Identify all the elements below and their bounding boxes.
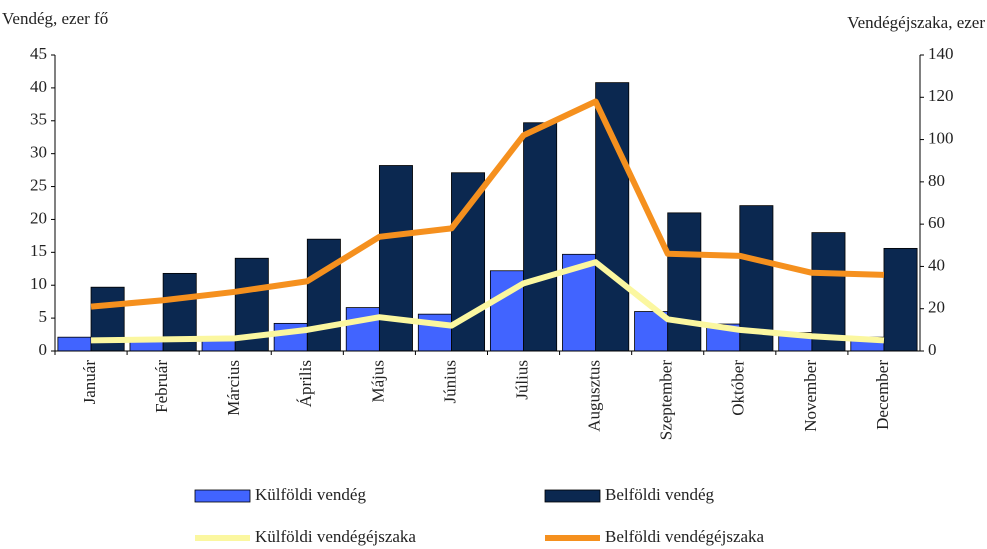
bar	[345, 307, 380, 352]
y-tick-label: 15	[30, 241, 47, 260]
bar	[667, 212, 702, 352]
x-tick-label: Július	[512, 360, 531, 400]
y-tick-label: 5	[39, 307, 48, 326]
x-tick-label: Április	[296, 360, 315, 407]
bar	[595, 82, 630, 352]
y2-tick-label: 40	[928, 255, 945, 274]
bar	[306, 238, 341, 352]
line	[90, 259, 885, 344]
legend-label: Belföldi vendégéjszaka	[605, 527, 765, 546]
x-tick-label: Január	[80, 360, 99, 405]
y-tick-label: 25	[30, 175, 47, 194]
bar	[811, 232, 846, 352]
y2-tick-label: 20	[928, 298, 945, 317]
legend-swatch	[544, 489, 601, 503]
line	[90, 98, 885, 310]
bar	[739, 205, 774, 352]
x-tick-label: Február	[152, 360, 171, 413]
y-tick-label: 40	[30, 77, 47, 96]
y-tick-label: 30	[30, 143, 47, 162]
bar	[883, 247, 918, 352]
y-axis-label: Vendég, ezer fő	[2, 9, 108, 28]
bar	[523, 122, 558, 352]
legend-label: Belföldi vendég	[605, 485, 715, 504]
x-tick-label: Szeptember	[657, 360, 676, 441]
y2-tick-label: 0	[928, 340, 937, 359]
y2-tick-label: 140	[928, 44, 954, 63]
y-tick-label: 45	[30, 44, 47, 63]
legend-swatch	[194, 489, 251, 503]
x-tick-label: December	[873, 360, 892, 430]
y-tick-label: 35	[30, 110, 47, 129]
x-tick-label: Május	[368, 360, 387, 403]
y-tick-label: 10	[30, 274, 47, 293]
y2-tick-label: 100	[928, 128, 954, 147]
x-tick-label: Március	[224, 360, 243, 416]
y-tick-label: 20	[30, 208, 47, 227]
x-tick-label: Október	[729, 360, 748, 416]
bar	[57, 336, 92, 352]
legend-label: Külföldi vendégéjszaka	[255, 527, 416, 546]
x-tick-label: Június	[440, 360, 459, 403]
x-tick-label: November	[801, 360, 820, 432]
y2-tick-label: 60	[928, 213, 945, 232]
y2-axis-label: Vendégéjszaka, ezer	[847, 13, 985, 32]
legend-label: Külföldi vendég	[255, 485, 366, 504]
x-tick-label: Augusztus	[585, 360, 604, 432]
y-tick-label: 0	[39, 340, 48, 359]
y2-tick-label: 80	[928, 171, 945, 190]
y2-tick-label: 120	[928, 86, 954, 105]
